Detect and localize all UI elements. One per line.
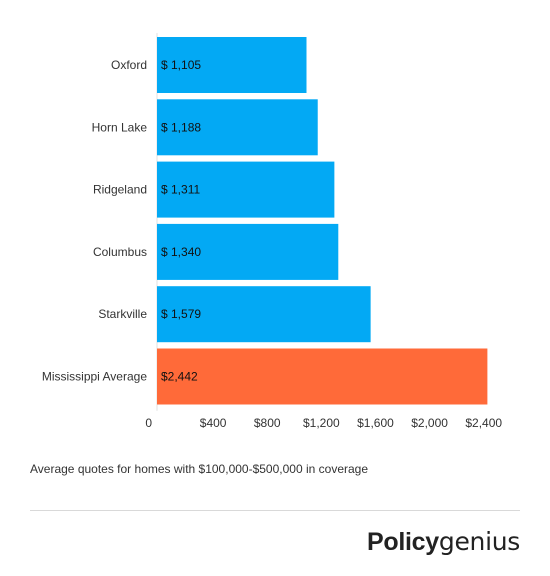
chart-caption: Average quotes for homes with $100,000-$… xyxy=(30,462,369,476)
x-tick-label: $2,400 xyxy=(465,416,502,430)
bar xyxy=(157,99,318,156)
category-label: Mississippi Average xyxy=(42,370,147,384)
bar-value-label: $ 1,311 xyxy=(161,183,200,197)
logo-text-genius: genius xyxy=(438,527,520,556)
category-label: Oxford xyxy=(111,58,147,72)
bar-value-label: $ 1,105 xyxy=(161,58,201,72)
policygenius-logo: Policygenius xyxy=(367,527,520,557)
x-tick-label: $800 xyxy=(254,416,281,430)
bar-value-label: $ 1,188 xyxy=(161,120,201,134)
logo-text-policy: Policy xyxy=(367,528,439,556)
x-tick-label: $1,600 xyxy=(357,416,394,430)
category-label: Ridgeland xyxy=(93,183,147,197)
divider xyxy=(30,510,520,511)
bar-chart: Oxford $ 1,105 Horn Lake $ 1,188 Ridgeland $ … xyxy=(42,33,502,430)
bar-value-label: $ 1,579 xyxy=(161,307,201,321)
category-label: Columbus xyxy=(93,245,147,259)
x-tick-label: $1,200 xyxy=(303,416,340,430)
category-label: Starkville xyxy=(98,307,147,321)
x-tick-label: $2,000 xyxy=(411,416,448,430)
bar xyxy=(157,223,339,280)
bar xyxy=(157,161,335,218)
x-tick-label: $400 xyxy=(200,416,227,430)
bar xyxy=(157,37,307,93)
bar xyxy=(157,286,371,343)
bar-value-label: $ 1,340 xyxy=(161,245,201,259)
bar xyxy=(157,348,488,405)
x-tick-label: 0 xyxy=(145,416,152,430)
bar-value-label: $2,442 xyxy=(161,370,198,384)
category-label: Horn Lake xyxy=(92,120,148,134)
